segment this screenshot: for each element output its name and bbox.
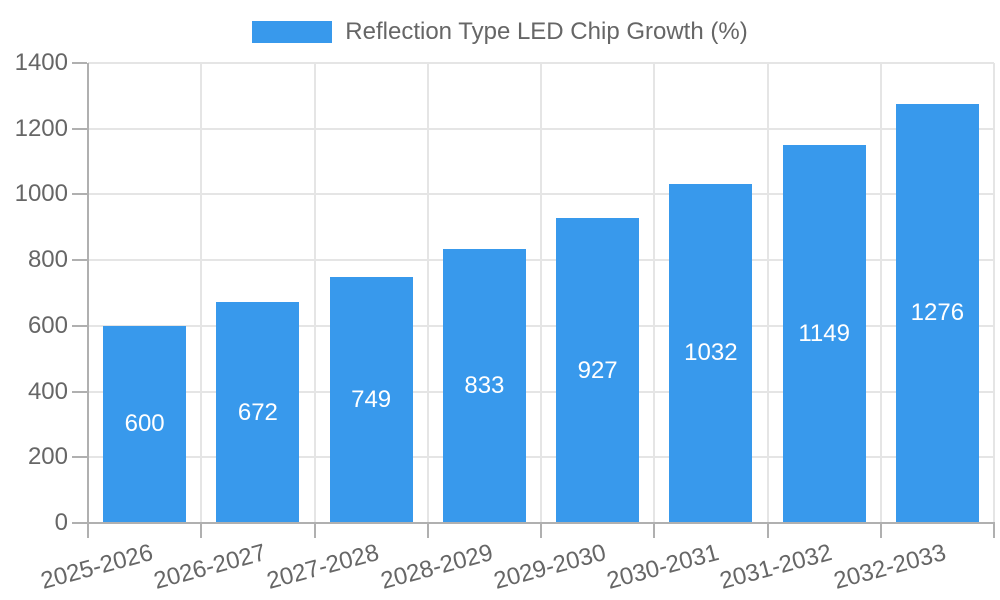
x-axis-tick-label: 2028-2029	[377, 539, 496, 595]
x-gridline	[766, 63, 769, 523]
y-axis-tick-label: 600	[27, 311, 68, 339]
bar[interactable]	[329, 276, 413, 523]
x-axis-tick	[653, 523, 656, 538]
x-gridline	[653, 63, 656, 523]
x-axis-tick	[426, 523, 429, 538]
y-axis-tick	[72, 456, 87, 459]
x-gridline	[313, 63, 316, 523]
bar[interactable]	[442, 249, 526, 523]
x-axis-tick-label: 2029-2030	[490, 539, 609, 595]
y-axis-tick-label: 1400	[14, 49, 68, 76]
bar[interactable]	[669, 183, 753, 523]
y-axis-tick	[72, 62, 87, 64]
bar-value-label: 600	[124, 410, 165, 438]
y-axis-tick-label: 400	[27, 377, 68, 405]
y-axis-tick	[72, 127, 87, 130]
legend-label: Reflection Type LED Chip Growth (%)	[345, 18, 748, 45]
y-axis-tick-label: 1200	[14, 114, 68, 142]
x-axis-tick-label: 2027-2028	[264, 539, 383, 595]
x-gridline	[200, 63, 203, 523]
x-gridline	[993, 63, 995, 523]
bar-value-label: 1032	[684, 339, 738, 367]
bar-value-label: 749	[351, 385, 392, 413]
y-axis-tick	[72, 193, 87, 196]
x-axis-tick-label: 2032-2033	[830, 539, 949, 595]
bar[interactable]	[556, 218, 640, 523]
x-gridline	[426, 63, 429, 523]
x-axis-tick	[766, 523, 769, 538]
x-gridline	[879, 63, 882, 523]
bar-value-label: 833	[464, 372, 505, 400]
bar-value-label: 672	[237, 398, 278, 426]
y-axis-tick	[72, 390, 87, 393]
bar[interactable]	[103, 325, 187, 523]
x-axis-tick-label: 2031-2032	[717, 539, 836, 595]
y-axis-tick-label: 200	[27, 443, 68, 471]
x-axis-tick-label: 2026-2027	[151, 539, 269, 595]
y-axis-tick	[72, 324, 87, 327]
bar[interactable]	[782, 145, 866, 523]
y-axis-tick-label: 1000	[14, 180, 68, 208]
x-axis-tick	[993, 523, 995, 538]
x-gridline	[540, 63, 542, 523]
x-axis-tick	[540, 523, 542, 538]
x-axis-tick-label: 2030-2031	[604, 539, 722, 595]
x-axis-tick	[313, 523, 316, 538]
bar-value-label: 1276	[910, 299, 965, 327]
bar-value-label: 1149	[798, 320, 850, 348]
chart-legend[interactable]: Reflection Type LED Chip Growth (%)	[0, 18, 1000, 46]
legend-swatch	[252, 21, 333, 43]
y-axis-tick	[72, 522, 87, 524]
bar-value-label: 927	[577, 356, 618, 384]
y-axis-line	[87, 63, 89, 524]
y-axis-tick-label: 0	[54, 509, 68, 536]
x-axis-tick	[879, 523, 882, 538]
y-axis-tick	[72, 259, 87, 262]
x-axis-tick-label: 2025-2026	[37, 539, 156, 595]
plot-area	[88, 62, 995, 523]
x-axis-tick	[200, 523, 203, 538]
bar[interactable]	[895, 103, 979, 523]
x-axis-tick	[87, 523, 89, 538]
y-axis-tick-label: 800	[27, 246, 68, 274]
bar[interactable]	[216, 302, 300, 523]
